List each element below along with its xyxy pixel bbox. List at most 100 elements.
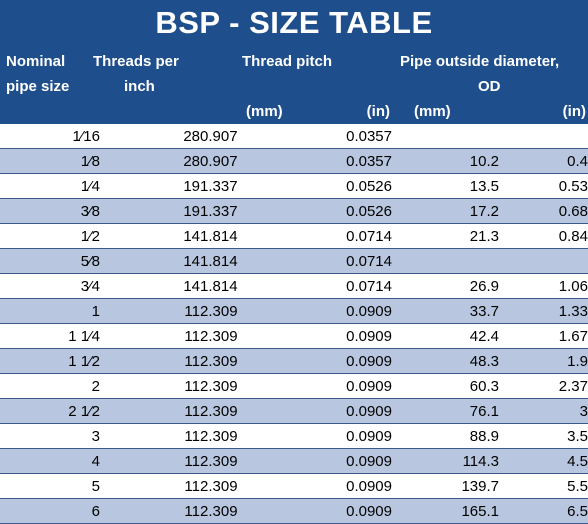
cell-od-in: 2.37: [499, 373, 588, 399]
cell-pitch-in: 0.0357: [292, 148, 392, 174]
cell-pitch-in: 0.0909: [292, 373, 392, 399]
table-row: 3 11 2.309 0.0909 88.9 3.5: [0, 423, 588, 449]
table-row: 5 11 2.309 0.0909 139.7 5.5: [0, 473, 588, 499]
cell-pitch-mm: 2.309: [200, 473, 292, 499]
cell-nominal-size: 3⁄4: [0, 273, 100, 299]
cell-pitch-in: 0.0909: [292, 473, 392, 499]
table-row: 2 11 2.309 0.0909 60.3 2.37: [0, 373, 588, 399]
cell-pitch-in: 0.0909: [292, 348, 392, 374]
cell-od-mm: 139.7: [392, 473, 499, 499]
cell-threads-per-inch: 11: [100, 298, 200, 324]
table-row: 3⁄4 14 1.814 0.0714 26.9 1.06: [0, 273, 588, 299]
cell-nominal-size: 3⁄8: [0, 198, 100, 224]
table-row: 1⁄16 28 0.907 0.0357: [0, 124, 588, 149]
cell-pitch-mm: 2.309: [200, 398, 292, 424]
cell-od-in: [499, 248, 588, 274]
cell-od-mm: 76.1: [392, 398, 499, 424]
cell-nominal-size: 2: [0, 373, 100, 399]
cell-threads-per-inch: 14: [100, 273, 200, 299]
cell-pitch-mm: 2.309: [200, 323, 292, 349]
cell-od-mm: [392, 124, 499, 149]
cell-pitch-mm: 1.337: [200, 173, 292, 199]
cell-threads-per-inch: 11: [100, 398, 200, 424]
cell-threads-per-inch: 28: [100, 148, 200, 174]
header-threads-line2: inch: [124, 78, 155, 95]
cell-threads-per-inch: 14: [100, 248, 200, 274]
cell-od-in: 0.53: [499, 173, 588, 199]
cell-od-mm: 17.2: [392, 198, 499, 224]
cell-nominal-size: 5: [0, 473, 100, 499]
cell-od-mm: 33.7: [392, 298, 499, 324]
cell-od-in: 0.4: [499, 148, 588, 174]
cell-pitch-mm: 2.309: [200, 348, 292, 374]
cell-nominal-size: 1⁄2: [0, 223, 100, 249]
cell-nominal-size: 1⁄8: [0, 148, 100, 174]
header-nominal-line2: pipe size: [6, 78, 70, 95]
cell-nominal-size: 1⁄4: [0, 173, 100, 199]
cell-od-in: [499, 124, 588, 149]
cell-nominal-size: 1 1⁄2: [0, 348, 100, 374]
cell-pitch-in: 0.0357: [292, 124, 392, 149]
cell-nominal-size: 3: [0, 423, 100, 449]
table-row: 4 11 2.309 0.0909 114.3 4.5: [0, 448, 588, 474]
cell-pitch-in: 0.0714: [292, 223, 392, 249]
cell-od-in: 3.5: [499, 423, 588, 449]
cell-od-in: 0.84: [499, 223, 588, 249]
cell-pitch-in: 0.0909: [292, 398, 392, 424]
header-nominal-line1: Nominal: [6, 53, 66, 70]
cell-nominal-size: 4: [0, 448, 100, 474]
cell-pitch-mm: 0.907: [200, 148, 292, 174]
cell-od-in: 1.67: [499, 323, 588, 349]
cell-pitch-mm: 2.309: [200, 498, 292, 524]
page-title: BSP - SIZE TABLE: [0, 0, 588, 46]
cell-pitch-mm: 0.907: [200, 124, 292, 149]
cell-pitch-in: 0.0714: [292, 273, 392, 299]
cell-threads-per-inch: 11: [100, 473, 200, 499]
cell-pitch-mm: 2.309: [200, 298, 292, 324]
header-pitch-mm: (mm): [246, 103, 283, 120]
header-pitch-in: (in): [366, 103, 390, 120]
table-row: 5⁄8 14 1.814 0.0714: [0, 248, 588, 274]
table-row: 1⁄8 28 0.907 0.0357 10.2 0.4: [0, 148, 588, 174]
cell-threads-per-inch: 28: [100, 124, 200, 149]
cell-pitch-mm: 1.337: [200, 198, 292, 224]
cell-pitch-in: 0.0909: [292, 323, 392, 349]
cell-od-in: 1.9: [499, 348, 588, 374]
cell-od-mm: 48.3: [392, 348, 499, 374]
cell-pitch-mm: 2.309: [200, 373, 292, 399]
cell-nominal-size: 5⁄8: [0, 248, 100, 274]
cell-pitch-in: 0.0714: [292, 248, 392, 274]
cell-pitch-in: 0.0909: [292, 423, 392, 449]
cell-od-mm: 10.2: [392, 148, 499, 174]
cell-pitch-in: 0.0526: [292, 198, 392, 224]
header-od-line1: Pipe outside diameter,: [400, 53, 560, 70]
cell-od-mm: [392, 248, 499, 274]
cell-pitch-in: 0.0909: [292, 298, 392, 324]
cell-threads-per-inch: 19: [100, 198, 200, 224]
cell-threads-per-inch: 11: [100, 323, 200, 349]
table-row: 1⁄2 14 1.814 0.0714 21.3 0.84: [0, 223, 588, 249]
cell-nominal-size: 1: [0, 298, 100, 324]
cell-pitch-mm: 1.814: [200, 248, 292, 274]
cell-pitch-mm: 1.814: [200, 273, 292, 299]
cell-threads-per-inch: 19: [100, 173, 200, 199]
table-row: 1 11 2.309 0.0909 33.7 1.33: [0, 298, 588, 324]
cell-nominal-size: 1 1⁄4: [0, 323, 100, 349]
cell-od-mm: 13.5: [392, 173, 499, 199]
cell-od-mm: 26.9: [392, 273, 499, 299]
cell-pitch-mm: 2.309: [200, 448, 292, 474]
cell-od-in: 5.5: [499, 473, 588, 499]
header-threads-line1: Threads per: [93, 53, 179, 70]
size-table: 1⁄16 28 0.907 0.0357 1⁄8 28 0.907 0.0357 10.2 0.4…: [0, 124, 588, 524]
table-row: 1⁄4 19 1.337 0.0526 13.5 0.53: [0, 173, 588, 199]
cell-pitch-in: 0.0909: [292, 448, 392, 474]
cell-od-mm: 114.3: [392, 448, 499, 474]
cell-pitch-in: 0.0526: [292, 173, 392, 199]
cell-pitch-mm: 1.814: [200, 223, 292, 249]
cell-threads-per-inch: 11: [100, 373, 200, 399]
header-od-line2: OD: [478, 78, 501, 95]
cell-threads-per-inch: 14: [100, 223, 200, 249]
table-row: 3⁄8 19 1.337 0.0526 17.2 0.68: [0, 198, 588, 224]
cell-od-in: 1.06: [499, 273, 588, 299]
